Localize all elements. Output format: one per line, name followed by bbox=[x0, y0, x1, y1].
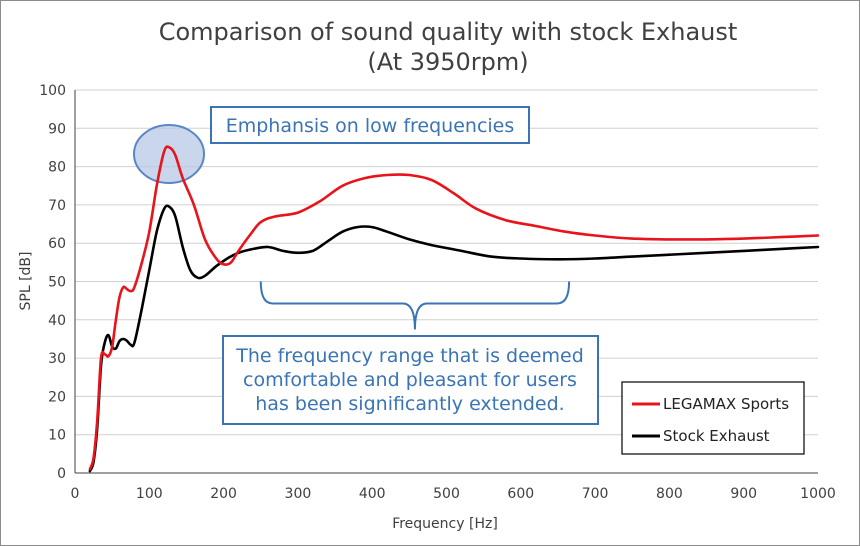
range-callout-line-3: has been significantly extended. bbox=[255, 393, 564, 415]
x-tick-label-600: 600 bbox=[507, 486, 534, 502]
y-tick-label-90: 90 bbox=[48, 121, 66, 137]
y-tick-label-100: 100 bbox=[39, 83, 66, 99]
x-tick-label-300: 300 bbox=[285, 486, 312, 502]
y-axis-label: SPL [dB] bbox=[18, 252, 34, 311]
axes bbox=[74, 90, 818, 474]
series-lines bbox=[88, 145, 820, 473]
y-tick-label-10: 10 bbox=[48, 428, 66, 444]
range-callout-line-1: The frequency range that is deemed bbox=[235, 345, 584, 367]
range-callout: The frequency range that is deemed comfo… bbox=[222, 335, 599, 425]
x-tick-label-500: 500 bbox=[433, 486, 460, 502]
legend-label-stock: Stock Exhaust bbox=[663, 427, 770, 445]
y-tick-label-0: 0 bbox=[57, 466, 66, 482]
low-frequency-callout: Emphansis on low frequencies bbox=[210, 106, 530, 144]
low-frequency-highlight-ellipse bbox=[133, 124, 205, 184]
y-tick-labels: 0 10 20 30 40 50 60 70 80 90 100 bbox=[39, 83, 66, 482]
x-axis-label: Frequency [Hz] bbox=[392, 516, 498, 532]
chart-title: Comparison of sound quality with stock E… bbox=[159, 18, 738, 46]
x-tick-label-0: 0 bbox=[71, 486, 80, 502]
low-frequency-callout-text: Emphansis on low frequencies bbox=[226, 115, 515, 137]
series-line-legamax-sports bbox=[88, 145, 820, 471]
legend-box bbox=[621, 381, 805, 455]
x-tick-label-800: 800 bbox=[656, 486, 683, 502]
x-tick-label-1000: 1000 bbox=[800, 486, 836, 502]
x-tick-label-200: 200 bbox=[210, 486, 237, 502]
low-frequency-callout-box bbox=[210, 106, 530, 144]
y-tick-label-40: 40 bbox=[48, 313, 66, 329]
legend-label-legamax: LEGAMAX Sports bbox=[663, 395, 789, 413]
x-tick-label-400: 400 bbox=[359, 486, 386, 502]
chart-subtitle: (At 3950rpm) bbox=[367, 48, 528, 76]
y-tick-label-30: 30 bbox=[48, 351, 66, 367]
y-tick-label-60: 60 bbox=[48, 236, 66, 252]
frequency-range-bracket bbox=[259, 281, 571, 330]
x-tick-label-700: 700 bbox=[582, 486, 609, 502]
legend: LEGAMAX Sports Stock Exhaust bbox=[621, 381, 805, 455]
range-callout-line-2: comfortable and pleasant for users bbox=[243, 369, 577, 391]
y-tick-label-50: 50 bbox=[48, 275, 66, 291]
y-tick-label-80: 80 bbox=[48, 160, 66, 176]
series-line-stock-exhaust bbox=[88, 204, 820, 473]
x-tick-label-100: 100 bbox=[136, 486, 163, 502]
y-tick-label-20: 20 bbox=[48, 389, 66, 405]
y-tick-label-70: 70 bbox=[48, 198, 66, 214]
x-tick-label-900: 900 bbox=[730, 486, 757, 502]
range-callout-box bbox=[222, 335, 599, 425]
x-tick-labels: 0 100 200 300 400 500 600 700 800 900 1000 bbox=[71, 486, 836, 502]
